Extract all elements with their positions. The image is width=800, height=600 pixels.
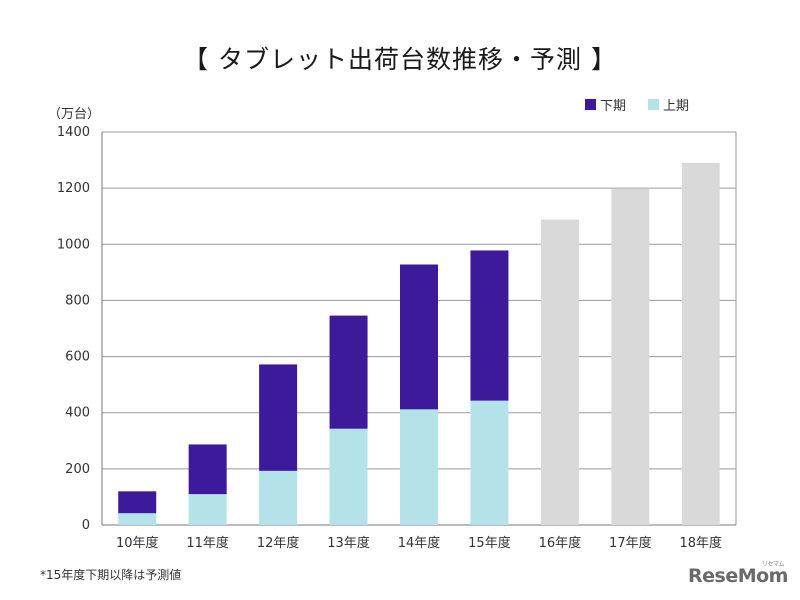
- legend-item-lower-half: 下期: [585, 95, 626, 114]
- legend-item-upper-half: 上期: [648, 95, 689, 114]
- y-tick-label-200: 200: [65, 462, 90, 477]
- legend-swatch-upper-half: [648, 99, 660, 110]
- bar-lower-half-0: [118, 491, 157, 514]
- y-tick-label-1000: 1000: [57, 237, 90, 252]
- legend-swatch-lower-half: [585, 99, 596, 110]
- bar-upper-half-1: [188, 494, 227, 525]
- x-tick-label-7: 17年度: [609, 535, 652, 551]
- chart-title: 【 タブレット出荷台数推移・予測 】: [183, 45, 617, 74]
- legend-label-upper-half: 上期: [663, 99, 690, 114]
- bar-lower-half-4: [400, 264, 438, 410]
- bar-lower-half-1: [188, 444, 227, 495]
- x-tick-label-0: 10年度: [116, 535, 159, 551]
- bar-lower-half-3: [329, 315, 368, 429]
- resemom-logo: ReseMom リセマム: [688, 561, 788, 587]
- x-tick-label-4: 14年度: [398, 535, 441, 551]
- x-tick-label-8: 18年度: [680, 535, 723, 551]
- logo-text: ReseMom: [688, 565, 788, 587]
- bar-forecast-7: [611, 188, 650, 526]
- x-tick-label-5: 15年度: [468, 535, 511, 551]
- bar-lower-half-2: [259, 364, 298, 471]
- bar-upper-half-2: [259, 470, 298, 525]
- y-tick-label-0: 0: [82, 518, 90, 533]
- x-tick-label-6: 16年度: [539, 535, 582, 551]
- y-tick-label-600: 600: [65, 350, 90, 365]
- bar-forecast-6: [540, 219, 579, 525]
- bar-upper-half-3: [329, 428, 368, 525]
- x-tick-label-2: 12年度: [257, 535, 300, 551]
- y-tick-label-400: 400: [65, 406, 90, 421]
- bar-upper-half-5: [470, 400, 509, 525]
- y-tick-label-1400: 1400: [57, 125, 90, 140]
- legend-label-lower-half: 下期: [600, 99, 627, 114]
- bar-lower-half-5: [470, 250, 509, 401]
- bar-upper-half-4: [400, 409, 438, 525]
- logo-subtext: リセマム: [762, 561, 785, 568]
- bar-forecast-8: [681, 162, 720, 525]
- y-tick-label-800: 800: [65, 293, 90, 308]
- chart-legend: 下期 上期: [585, 95, 711, 114]
- y-tick-label-1200: 1200: [57, 181, 90, 196]
- footnote: *15年度下期以降は予測値: [40, 568, 182, 582]
- x-tick-label-1: 11年度: [186, 535, 229, 551]
- bar-upper-half-0: [118, 513, 157, 525]
- x-tick-label-3: 13年度: [327, 535, 370, 551]
- y-axis-unit-label: （万台）: [48, 107, 101, 122]
